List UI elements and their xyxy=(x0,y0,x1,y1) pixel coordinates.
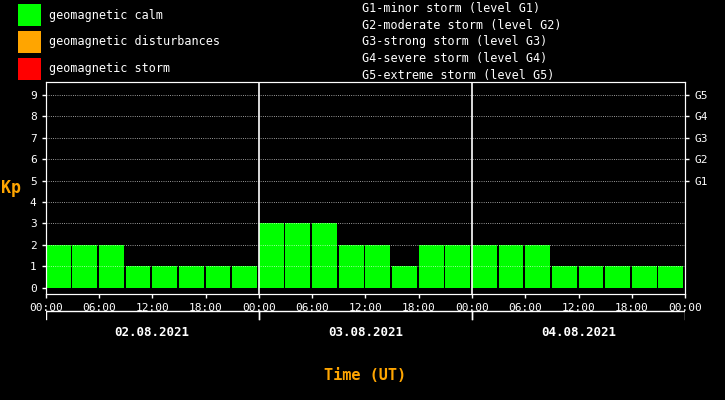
Bar xyxy=(658,266,684,288)
Bar xyxy=(99,245,124,288)
Bar xyxy=(72,245,97,288)
Bar xyxy=(445,245,471,288)
Bar xyxy=(179,266,204,288)
Bar xyxy=(499,245,523,288)
Bar xyxy=(18,31,41,53)
Bar xyxy=(18,58,41,80)
Text: 03.08.2021: 03.08.2021 xyxy=(328,326,403,338)
Bar xyxy=(472,245,497,288)
Bar xyxy=(552,266,577,288)
Bar xyxy=(365,245,390,288)
Bar xyxy=(579,266,603,288)
Bar xyxy=(392,266,417,288)
Text: G5-extreme storm (level G5): G5-extreme storm (level G5) xyxy=(362,69,555,82)
Bar xyxy=(339,245,364,288)
Text: geomagnetic storm: geomagnetic storm xyxy=(49,62,170,75)
Bar xyxy=(631,266,657,288)
Text: G3-strong storm (level G3): G3-strong storm (level G3) xyxy=(362,36,548,48)
Text: Time (UT): Time (UT) xyxy=(324,368,407,384)
Bar xyxy=(259,223,283,288)
Text: G4-severe storm (level G4): G4-severe storm (level G4) xyxy=(362,52,548,65)
Text: 02.08.2021: 02.08.2021 xyxy=(115,326,190,338)
Text: 04.08.2021: 04.08.2021 xyxy=(541,326,616,338)
Text: Kp: Kp xyxy=(1,179,20,197)
Bar xyxy=(18,4,41,26)
Bar xyxy=(418,245,444,288)
Bar xyxy=(205,266,231,288)
Bar xyxy=(46,245,70,288)
Text: G1-minor storm (level G1): G1-minor storm (level G1) xyxy=(362,2,541,15)
Bar xyxy=(152,266,177,288)
Text: G2-moderate storm (level G2): G2-moderate storm (level G2) xyxy=(362,19,562,32)
Text: geomagnetic disturbances: geomagnetic disturbances xyxy=(49,36,220,48)
Bar xyxy=(312,223,337,288)
Bar xyxy=(286,223,310,288)
Bar xyxy=(232,266,257,288)
Bar xyxy=(525,245,550,288)
Text: geomagnetic calm: geomagnetic calm xyxy=(49,9,163,22)
Bar xyxy=(605,266,630,288)
Bar xyxy=(125,266,151,288)
